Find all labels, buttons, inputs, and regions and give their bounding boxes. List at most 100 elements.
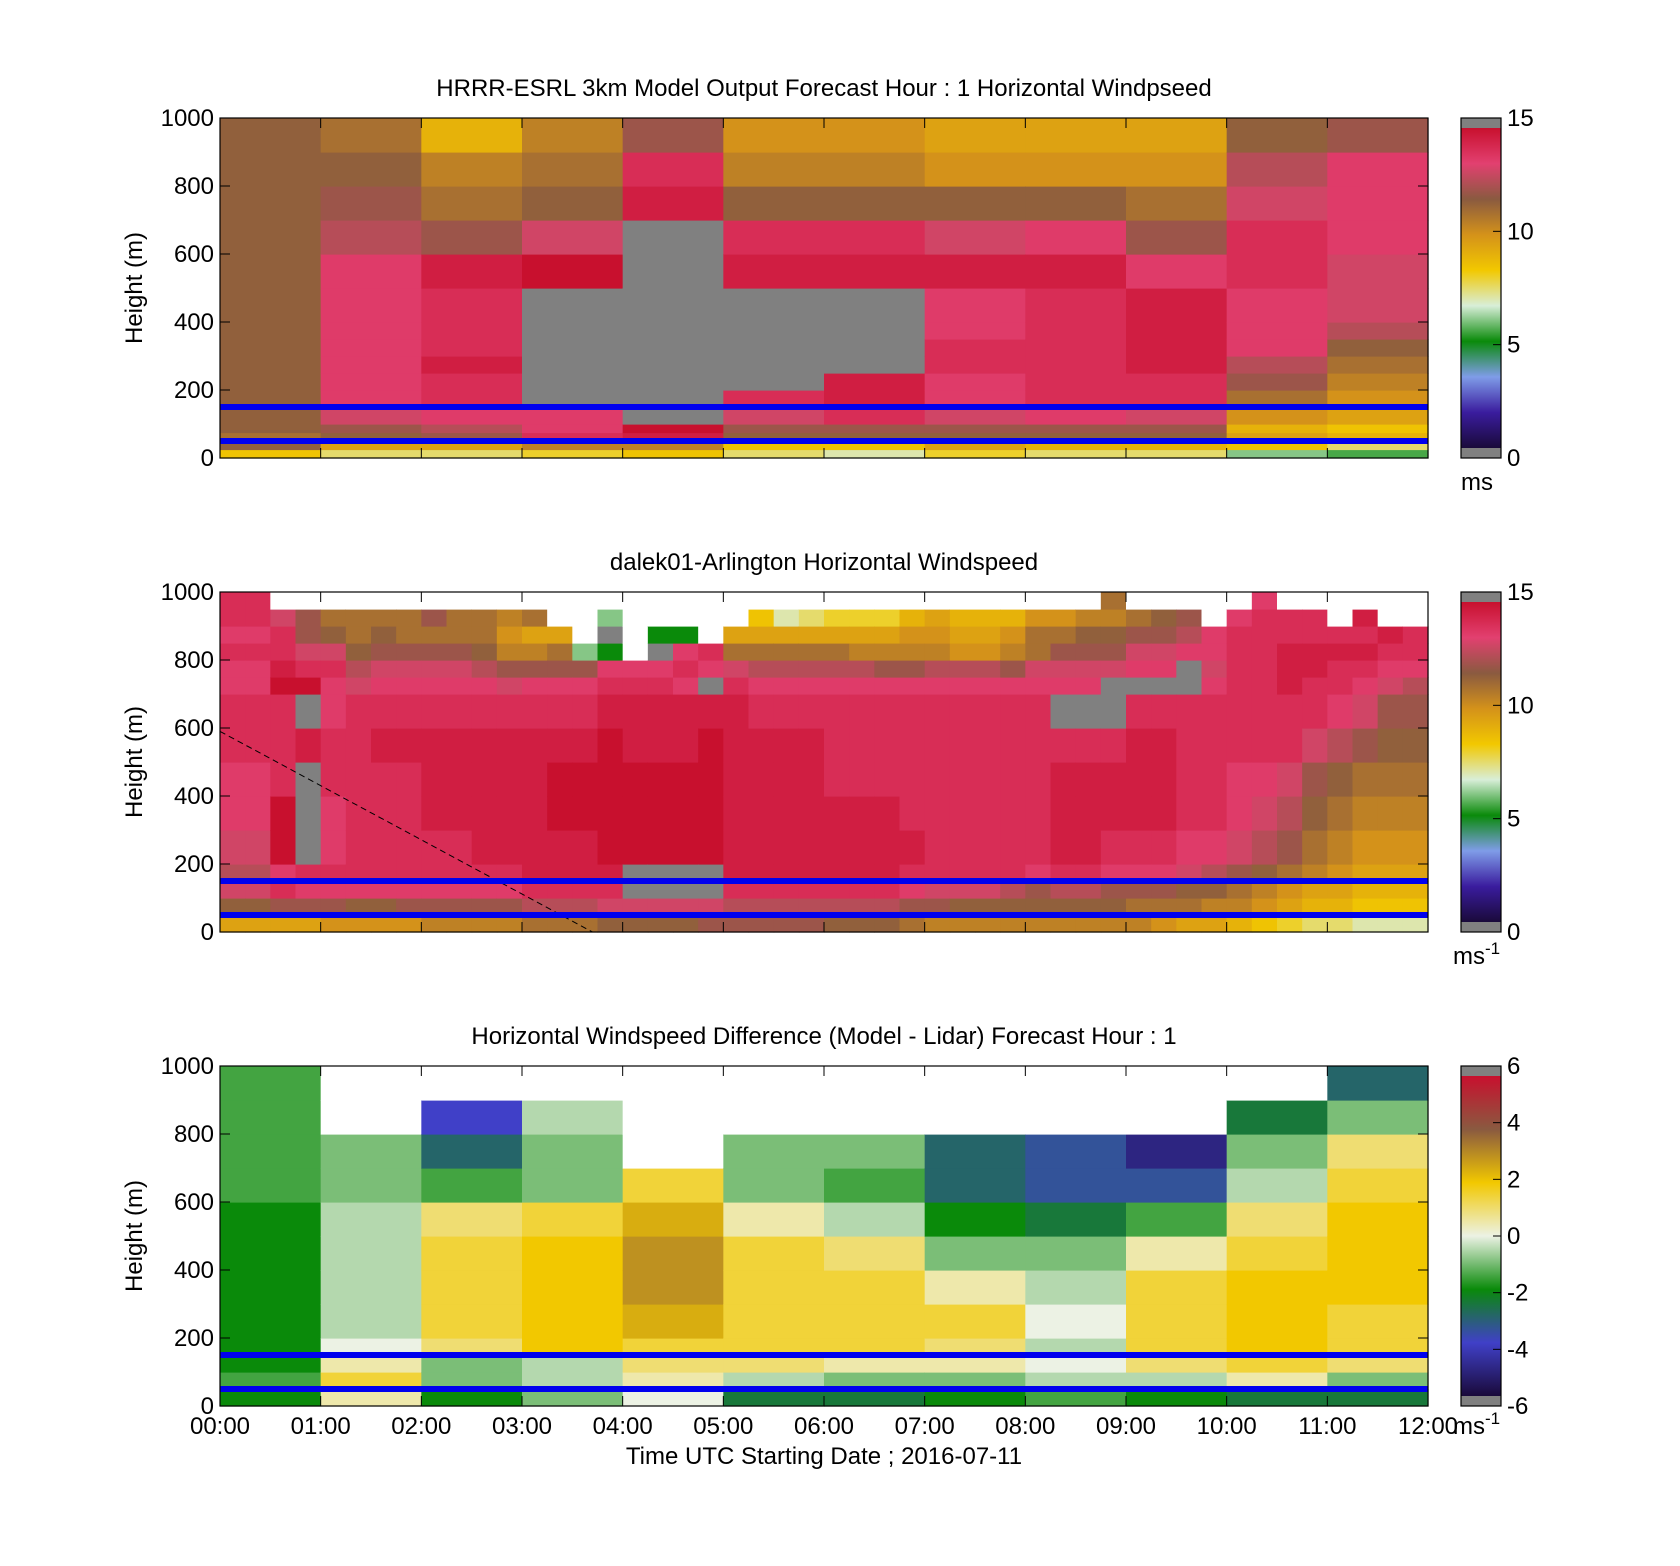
heatmap-cell bbox=[723, 1168, 825, 1203]
heatmap-cell bbox=[345, 881, 372, 899]
heatmap-cell bbox=[1000, 626, 1026, 644]
heatmap-cell bbox=[320, 1100, 422, 1135]
heatmap-cell bbox=[421, 1236, 523, 1271]
heatmap-cell bbox=[1402, 677, 1429, 695]
heatmap-cell bbox=[295, 728, 322, 763]
heatmap-cell bbox=[849, 728, 875, 763]
heatmap-cell bbox=[824, 592, 850, 610]
heatmap-cell bbox=[421, 432, 523, 442]
heatmap-cell bbox=[1327, 1168, 1429, 1203]
heatmap-cell bbox=[1025, 694, 1052, 729]
heatmap-cell bbox=[371, 881, 397, 899]
heatmap-cell bbox=[396, 830, 422, 865]
heatmap-cell bbox=[1050, 762, 1077, 797]
heatmap-cell bbox=[1126, 796, 1152, 831]
heatmap-cell bbox=[1302, 915, 1328, 933]
heatmap-cell bbox=[773, 609, 800, 627]
heatmap-cell bbox=[1000, 881, 1026, 899]
heatmap-cell bbox=[1201, 830, 1228, 865]
heatmap-cell bbox=[1226, 1202, 1328, 1237]
heatmap-cell bbox=[824, 609, 850, 627]
heatmap-cell bbox=[1050, 694, 1077, 729]
heatmap-cell bbox=[949, 643, 976, 661]
heatmap-cell bbox=[1126, 881, 1152, 899]
heatmap-cell bbox=[874, 643, 901, 661]
colorbar bbox=[1461, 128, 1501, 448]
heatmap-cell bbox=[421, 152, 523, 187]
heatmap-cell bbox=[1327, 1304, 1429, 1339]
heatmap-cell bbox=[371, 762, 397, 797]
heatmap-cell bbox=[1050, 592, 1077, 610]
heatmap-cell bbox=[924, 1270, 1026, 1305]
heatmap-cell bbox=[371, 694, 397, 729]
heatmap-cell bbox=[798, 592, 825, 610]
heatmap-cell bbox=[1126, 626, 1152, 644]
heatmap-cell bbox=[975, 592, 1001, 610]
heatmap-cell bbox=[320, 254, 422, 289]
heatmap-cell bbox=[220, 1202, 322, 1237]
heatmap-cell bbox=[1025, 609, 1052, 627]
heatmap-cell bbox=[1100, 898, 1127, 916]
heatmap-cell bbox=[421, 322, 523, 340]
heatmap-cell bbox=[220, 118, 322, 153]
heatmap-cell bbox=[220, 1100, 322, 1135]
heatmap-cell bbox=[1327, 1270, 1429, 1305]
heatmap-cell bbox=[522, 186, 624, 221]
heatmap-cell bbox=[949, 728, 976, 763]
heatmap-cell bbox=[597, 898, 624, 916]
heatmap-cell bbox=[874, 677, 901, 695]
heatmap-cell bbox=[824, 796, 850, 831]
heatmap-cell bbox=[371, 915, 397, 933]
heatmap-cell bbox=[1000, 694, 1026, 729]
heatmap-cell bbox=[1352, 694, 1379, 729]
heatmap-cell bbox=[320, 1355, 422, 1373]
heatmap-cell bbox=[421, 728, 448, 763]
heatmap-cell bbox=[320, 830, 347, 865]
heatmap-cell bbox=[396, 660, 422, 678]
heatmap-cell bbox=[245, 592, 271, 610]
heatmap-cell bbox=[597, 677, 624, 695]
heatmap-cell bbox=[1176, 915, 1203, 933]
heatmap-cell bbox=[1377, 626, 1404, 644]
heatmap-cell bbox=[1025, 1338, 1127, 1356]
heatmap-cell bbox=[471, 796, 498, 831]
heatmap-cell bbox=[396, 728, 422, 763]
heatmap-cell bbox=[446, 592, 473, 610]
heatmap-cell bbox=[1100, 694, 1127, 729]
heatmap-cell bbox=[1025, 1372, 1127, 1390]
heatmap-cell bbox=[899, 626, 926, 644]
heatmap-cell bbox=[723, 449, 825, 459]
heatmap-cell bbox=[1226, 660, 1253, 678]
heatmap-cell bbox=[396, 643, 422, 661]
heatmap-cell bbox=[924, 254, 1026, 289]
heatmap-cell bbox=[421, 1168, 523, 1203]
heatmap-cell bbox=[1126, 677, 1152, 695]
heatmap-cell bbox=[1226, 609, 1253, 627]
heatmap-cell bbox=[245, 830, 271, 865]
heatmap-cell bbox=[1151, 677, 1177, 695]
heatmap-cell bbox=[1025, 1304, 1127, 1339]
heatmap-cell bbox=[572, 626, 599, 644]
heatmap-cell bbox=[1100, 830, 1127, 865]
heatmap-cell bbox=[421, 796, 448, 831]
heatmap-cell bbox=[320, 694, 347, 729]
heatmap-cell bbox=[824, 728, 850, 763]
heatmap-cell bbox=[874, 796, 901, 831]
heatmap-cell bbox=[522, 373, 624, 391]
heatmap-cell bbox=[1126, 152, 1228, 187]
heatmap-cell bbox=[220, 881, 246, 899]
heatmap-cell bbox=[824, 441, 926, 451]
heatmap-cell bbox=[673, 677, 699, 695]
heatmap-cell bbox=[320, 220, 422, 255]
heatmap-cell bbox=[698, 643, 724, 661]
heatmap-cell bbox=[723, 1202, 825, 1237]
heatmap-cell bbox=[1000, 643, 1026, 661]
heatmap-cell bbox=[572, 864, 599, 882]
heatmap-cell bbox=[1327, 1100, 1429, 1135]
heatmap-cell bbox=[924, 762, 951, 797]
heatmap-cell bbox=[899, 660, 926, 678]
heatmap-cell bbox=[320, 1304, 422, 1339]
heatmap-cell bbox=[1327, 390, 1429, 408]
heatmap-cell bbox=[1402, 694, 1429, 729]
heatmap-cell bbox=[824, 390, 926, 408]
